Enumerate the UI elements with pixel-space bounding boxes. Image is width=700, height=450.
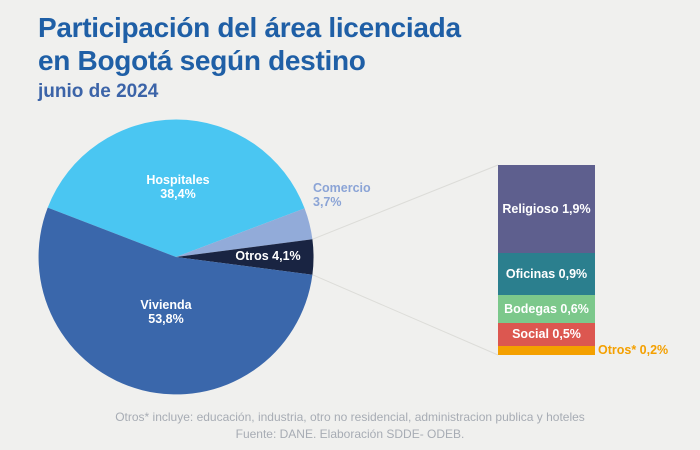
page-subtitle: junio de 2024	[38, 81, 159, 102]
callout-line-bottom	[312, 274, 499, 356]
footnote: Otros* incluye: educación, industria, ot…	[115, 410, 585, 424]
bar-segment-oficinas: Oficinas 0,9%	[498, 253, 595, 295]
pie-slice-vivienda	[38, 207, 313, 395]
bar-segment-label-bodegas: Bodegas 0,6%	[504, 301, 589, 316]
pie-slice-otros	[176, 239, 314, 275]
bar-segment-label-social: Social 0,5%	[512, 327, 581, 342]
pie-label-comercio: Comercio 3,7%	[313, 181, 371, 209]
callout-line-top	[312, 164, 499, 240]
bar-segment-bodegas: Bodegas 0,6%	[498, 294, 595, 323]
bar-segment-social: Social 0,5%	[498, 322, 595, 346]
breakdown-stacked-bar: Religioso 1,9% Oficinas 0,9% Bodegas 0,6% S…	[498, 165, 595, 355]
header: Participación del área licenciada en Bog…	[38, 11, 461, 103]
footer: Otros* incluye: educación, industria, ot…	[0, 410, 700, 442]
bar-segment-label-religioso: Religioso 1,9%	[502, 202, 591, 217]
source-note: Fuente: DANE. Elaboración SDDE- ODEB.	[235, 427, 465, 441]
bar-segment-label-otros: Otros* 0,2%	[598, 343, 669, 358]
pie-slice-hospitales	[47, 119, 305, 258]
pie-label-vivienda: Vivienda 53,8%	[140, 298, 192, 326]
page-title-line-1: Participación del área licenciada	[38, 12, 461, 43]
pie-label-otros: Otros 4,1%	[235, 249, 301, 263]
page-title-line-2: en Bogotá según destino	[38, 45, 366, 76]
bar-segment-religioso: Religioso 1,9%	[498, 165, 595, 254]
bar-segment-otros	[498, 345, 595, 355]
pie-label-hospitales: Hospitales 38,4%	[146, 173, 210, 201]
pie-slice-comercio	[176, 208, 313, 257]
bar-segment-label-oficinas: Oficinas 0,9%	[505, 266, 588, 281]
